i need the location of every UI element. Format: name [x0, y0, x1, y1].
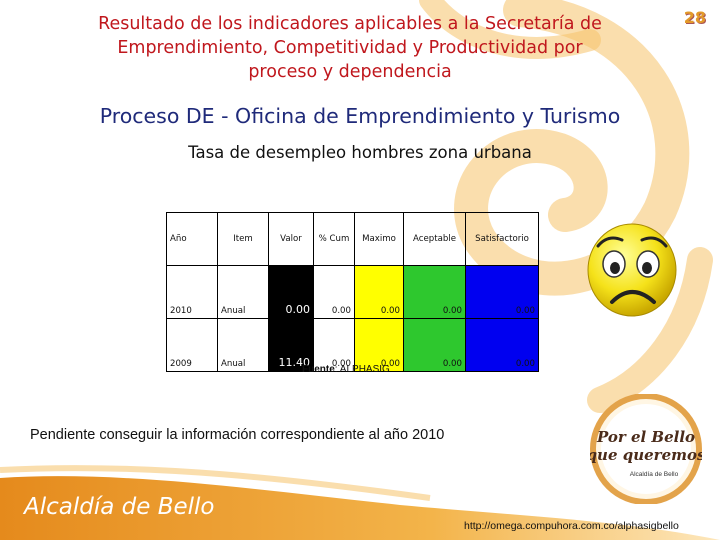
table-row: 2010 Anual 0.00 0.00 0.00 0.00 0.00: [166, 265, 539, 319]
source-url[interactable]: http://omega.compuhora.com.co/alphasigbe…: [464, 520, 679, 532]
header-valor: Valor: [268, 212, 314, 266]
source-note: Fuente: ALPHASIG: [302, 364, 390, 375]
cell-satisfactorio: 0.00: [465, 265, 539, 319]
sad-face-icon: [587, 223, 677, 317]
cell-aceptable: 0.00: [403, 318, 466, 372]
logo-line-3: Alcaldía de Bello: [630, 471, 679, 478]
cell-satisfactorio: 0.00: [465, 318, 539, 372]
cell-item: Anual: [217, 318, 269, 372]
header-item: Item: [217, 212, 269, 266]
cell-valor: 11.40: [268, 318, 314, 372]
pending-note: Pendiente conseguir la información corre…: [30, 427, 445, 443]
header-maximo: Maximo: [354, 212, 404, 266]
cell-maximo: 0.00: [354, 318, 404, 372]
cell-cum: 0.00: [313, 318, 355, 372]
logo-line-2: que queremos: [590, 446, 702, 464]
heading-line-1: Resultado de los indicadores aplicables …: [98, 14, 602, 34]
header-year: Año: [166, 212, 218, 266]
page-number: 28: [683, 8, 706, 27]
header-cum: % Cum: [313, 212, 355, 266]
cell-aceptable: 0.00: [403, 265, 466, 319]
table-row: 2009 Anual 11.40 0.00 0.00 0.00 0.00: [166, 318, 539, 372]
cell-item: Anual: [217, 265, 269, 319]
cell-cum: 0.00: [313, 265, 355, 319]
cell-year: 2010: [166, 265, 218, 319]
table-header-row: Año Item Valor % Cum Maximo Aceptable Sa…: [166, 212, 539, 266]
indicator-table: Año Item Valor % Cum Maximo Aceptable Sa…: [166, 212, 539, 372]
page-heading: Resultado de los indicadores aplicables …: [30, 12, 670, 84]
header-aceptable: Aceptable: [403, 212, 466, 266]
heading-line-3: proceso y dependencia: [248, 62, 452, 82]
cell-valor: 0.00: [268, 265, 314, 319]
heading-line-2: Emprendimiento, Competitividad y Product…: [117, 38, 583, 58]
source-value: : ALPHASIG: [334, 364, 390, 375]
logo-line-1: Por el Bello: [596, 428, 695, 446]
header-satisfactorio: Satisfactorio: [465, 212, 539, 266]
source-label: Fuente: [302, 364, 335, 375]
brand-name: Alcaldía de Bello: [24, 494, 215, 520]
cell-maximo: 0.00: [354, 265, 404, 319]
process-subtitle: Proceso DE - Oficina de Emprendimiento y…: [99, 104, 621, 128]
por-el-bello-logo: Por el Bello que queremos Alcaldía de Be…: [590, 394, 702, 504]
indicator-title: Tasa de desempleo hombres zona urbana: [188, 143, 532, 162]
cell-year: 2009: [166, 318, 218, 372]
